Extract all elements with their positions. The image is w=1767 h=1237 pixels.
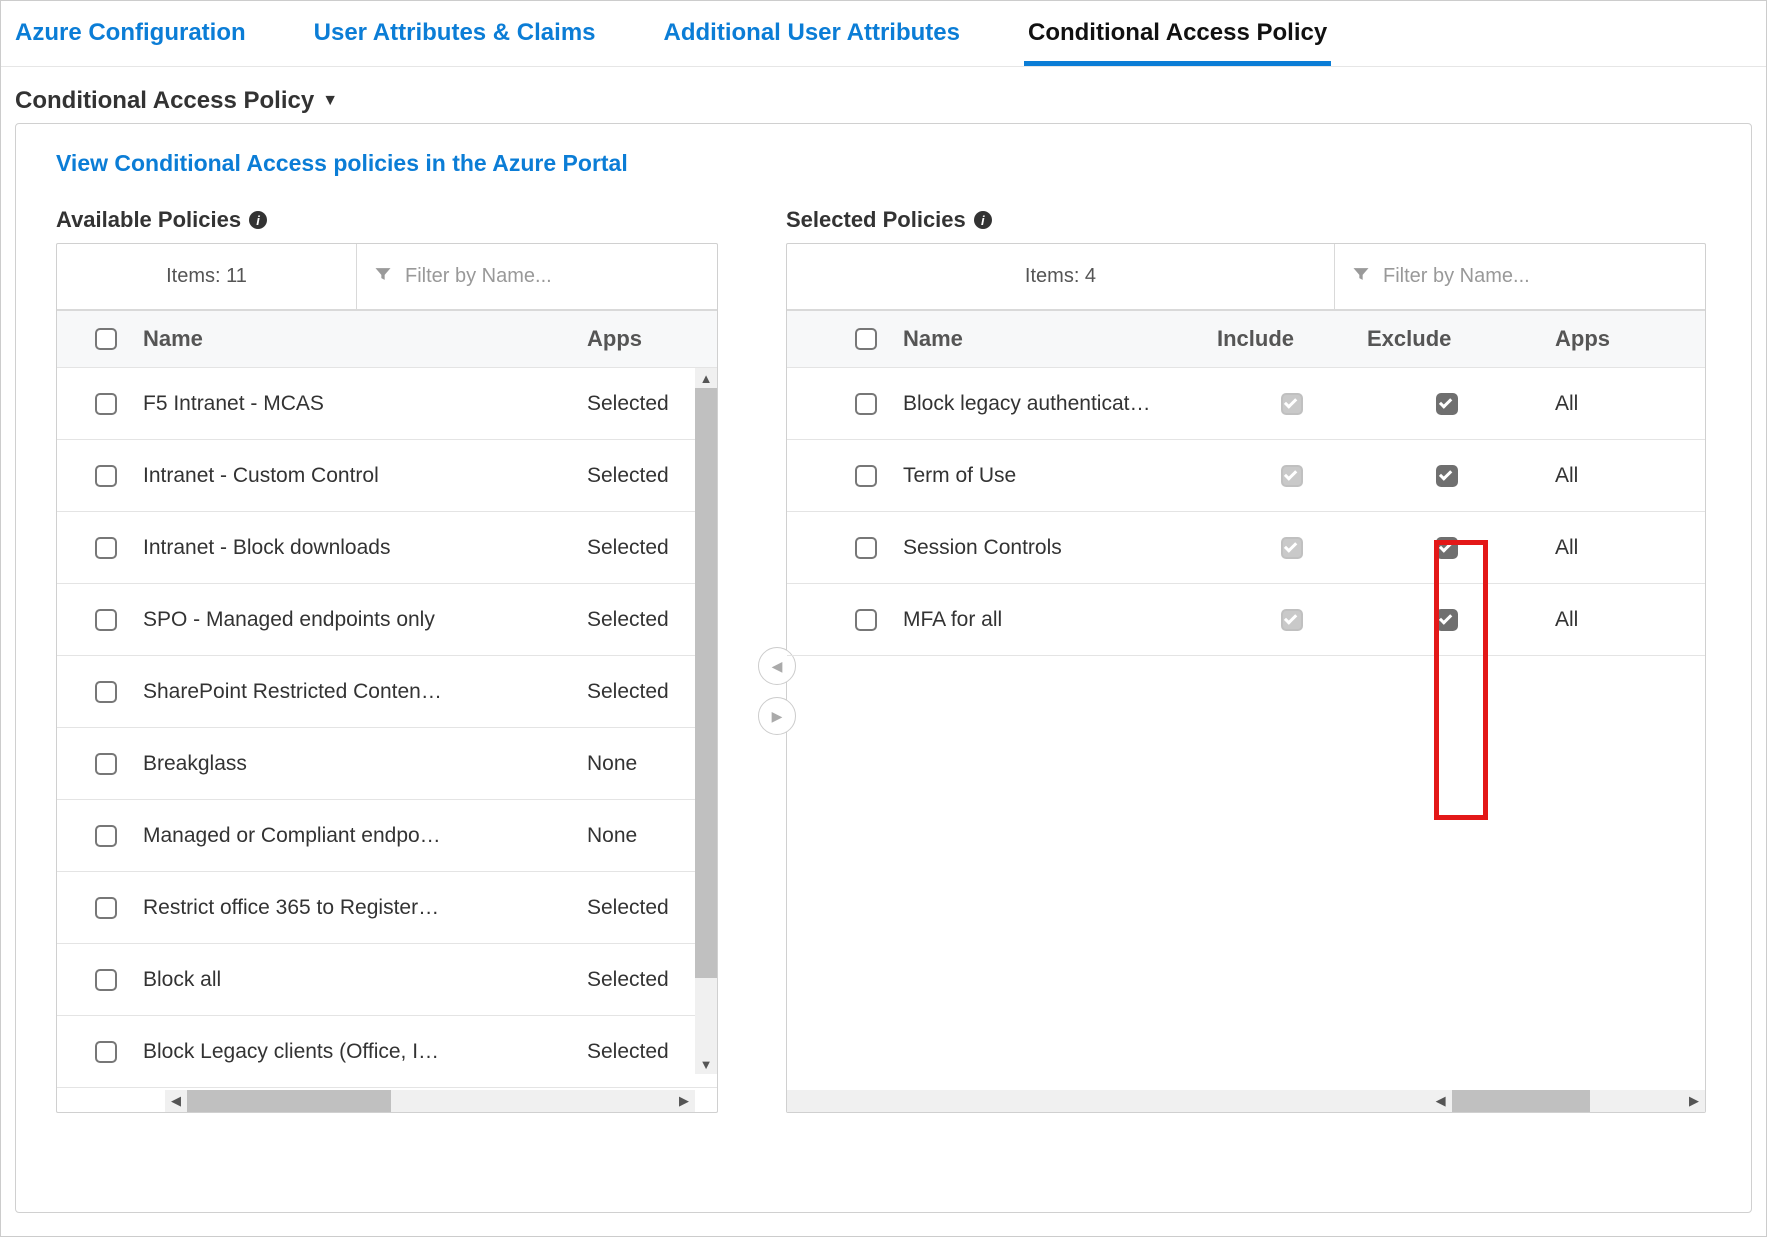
filter-icon xyxy=(1351,264,1371,290)
row-checkbox[interactable] xyxy=(95,897,117,919)
tabs: Azure Configuration User Attributes & Cla… xyxy=(1,1,1766,67)
tab-azure-configuration[interactable]: Azure Configuration xyxy=(11,13,250,66)
include-checkbox xyxy=(1281,537,1303,559)
available-filter-input[interactable] xyxy=(405,265,701,288)
policy-name: Block legacy authenticat… xyxy=(897,392,1217,416)
apps-value: All xyxy=(1527,536,1647,560)
policy-name: Intranet - Block downloads xyxy=(137,536,587,560)
col-apps[interactable]: Apps xyxy=(587,326,717,352)
scroll-right-arrow[interactable]: ▶ xyxy=(673,1093,695,1109)
table-row[interactable]: Intranet - Block downloadsSelected xyxy=(57,512,717,584)
table-row[interactable]: Block Legacy clients (Office, I…Selected xyxy=(57,1016,717,1088)
selected-title: Selected Policies xyxy=(786,207,966,233)
apps-value: All xyxy=(1527,392,1647,416)
scroll-up-arrow[interactable]: ▲ xyxy=(695,368,717,388)
scroll-right-arrow[interactable]: ▶ xyxy=(1683,1093,1705,1109)
scroll-left-arrow[interactable]: ◀ xyxy=(1430,1093,1452,1109)
section-dropdown[interactable]: Conditional Access Policy ▼ xyxy=(1,67,1766,123)
selected-count: Items: 4 xyxy=(787,244,1335,309)
policy-name: Session Controls xyxy=(897,536,1217,560)
row-checkbox[interactable] xyxy=(95,681,117,703)
row-checkbox[interactable] xyxy=(855,465,877,487)
col-name[interactable]: Name xyxy=(137,326,587,352)
apps-value: All xyxy=(1527,464,1647,488)
section-title-text: Conditional Access Policy xyxy=(15,87,314,115)
row-checkbox[interactable] xyxy=(95,969,117,991)
table-row[interactable]: Intranet - Custom ControlSelected xyxy=(57,440,717,512)
tab-conditional-access-policy[interactable]: Conditional Access Policy xyxy=(1024,13,1331,66)
apps-value: All xyxy=(1527,608,1647,632)
policy-name: F5 Intranet - MCAS xyxy=(137,392,587,416)
azure-portal-link[interactable]: View Conditional Access policies in the … xyxy=(56,150,628,177)
table-row[interactable]: SPO - Managed endpoints onlySelected xyxy=(57,584,717,656)
scroll-thumb[interactable] xyxy=(695,388,717,978)
info-icon[interactable]: i xyxy=(249,211,267,229)
row-checkbox[interactable] xyxy=(855,609,877,631)
select-all-selected-checkbox[interactable] xyxy=(855,328,877,350)
horizontal-scrollbar[interactable]: ◀ ▶ xyxy=(787,1090,1705,1112)
table-row[interactable]: Managed or Compliant endpo…None xyxy=(57,800,717,872)
table-row[interactable]: SharePoint Restricted Conten…Selected xyxy=(57,656,717,728)
table-row[interactable]: MFA for all All xyxy=(787,584,1705,656)
policy-name: Restrict office 365 to Register… xyxy=(137,896,587,920)
tab-user-attributes-claims[interactable]: User Attributes & Claims xyxy=(310,13,600,66)
tab-additional-user-attributes[interactable]: Additional User Attributes xyxy=(660,13,964,66)
row-checkbox[interactable] xyxy=(855,537,877,559)
exclude-checkbox[interactable] xyxy=(1436,609,1458,631)
scroll-down-arrow[interactable]: ▼ xyxy=(695,1054,717,1074)
row-checkbox[interactable] xyxy=(95,825,117,847)
available-title: Available Policies xyxy=(56,207,241,233)
include-checkbox xyxy=(1281,609,1303,631)
info-icon[interactable]: i xyxy=(974,211,992,229)
policy-name: Managed or Compliant endpo… xyxy=(137,824,587,848)
table-row[interactable]: Session Controls All xyxy=(787,512,1705,584)
policy-panel: View Conditional Access policies in the … xyxy=(15,123,1752,1213)
policy-name: Breakglass xyxy=(137,752,587,776)
policy-name: Block Legacy clients (Office, I… xyxy=(137,1040,587,1064)
table-row[interactable]: Block allSelected xyxy=(57,944,717,1016)
col-include[interactable]: Include xyxy=(1217,326,1367,352)
col-exclude[interactable]: Exclude xyxy=(1367,326,1527,352)
exclude-checkbox[interactable] xyxy=(1436,465,1458,487)
row-checkbox[interactable] xyxy=(95,1041,117,1063)
selected-filter-input[interactable] xyxy=(1383,265,1689,288)
policy-name: MFA for all xyxy=(897,608,1217,632)
policy-name: SPO - Managed endpoints only xyxy=(137,608,587,632)
table-row[interactable]: Restrict office 365 to Register…Selected xyxy=(57,872,717,944)
available-count: Items: 11 xyxy=(57,244,357,309)
row-checkbox[interactable] xyxy=(855,393,877,415)
policy-name: Term of Use xyxy=(897,464,1217,488)
exclude-checkbox[interactable] xyxy=(1436,393,1458,415)
filter-icon xyxy=(373,264,393,290)
vertical-scrollbar[interactable]: ▲ ▼ xyxy=(695,368,717,1074)
policy-name: Intranet - Custom Control xyxy=(137,464,587,488)
table-row[interactable]: Term of Use All xyxy=(787,440,1705,512)
policy-name: SharePoint Restricted Conten… xyxy=(137,680,587,704)
exclude-checkbox[interactable] xyxy=(1436,537,1458,559)
select-all-available-checkbox[interactable] xyxy=(95,328,117,350)
row-checkbox[interactable] xyxy=(95,609,117,631)
available-policies-column: Available Policies i Items: 11 xyxy=(56,207,718,1113)
table-row[interactable]: Block legacy authenticat… All xyxy=(787,368,1705,440)
row-checkbox[interactable] xyxy=(95,393,117,415)
table-row[interactable]: F5 Intranet - MCASSelected xyxy=(57,368,717,440)
row-checkbox[interactable] xyxy=(95,537,117,559)
include-checkbox xyxy=(1281,465,1303,487)
selected-policies-column: Selected Policies i Items: 4 xyxy=(786,207,1706,1113)
row-checkbox[interactable] xyxy=(95,465,117,487)
policy-name: Block all xyxy=(137,968,587,992)
col-name[interactable]: Name xyxy=(897,326,1217,352)
row-checkbox[interactable] xyxy=(95,753,117,775)
caret-down-icon: ▼ xyxy=(322,92,338,110)
table-row[interactable]: BreakglassNone xyxy=(57,728,717,800)
horizontal-scrollbar[interactable]: ◀ ▶ xyxy=(165,1090,695,1112)
col-apps[interactable]: Apps xyxy=(1527,326,1647,352)
include-checkbox xyxy=(1281,393,1303,415)
scroll-left-arrow[interactable]: ◀ xyxy=(165,1093,187,1109)
